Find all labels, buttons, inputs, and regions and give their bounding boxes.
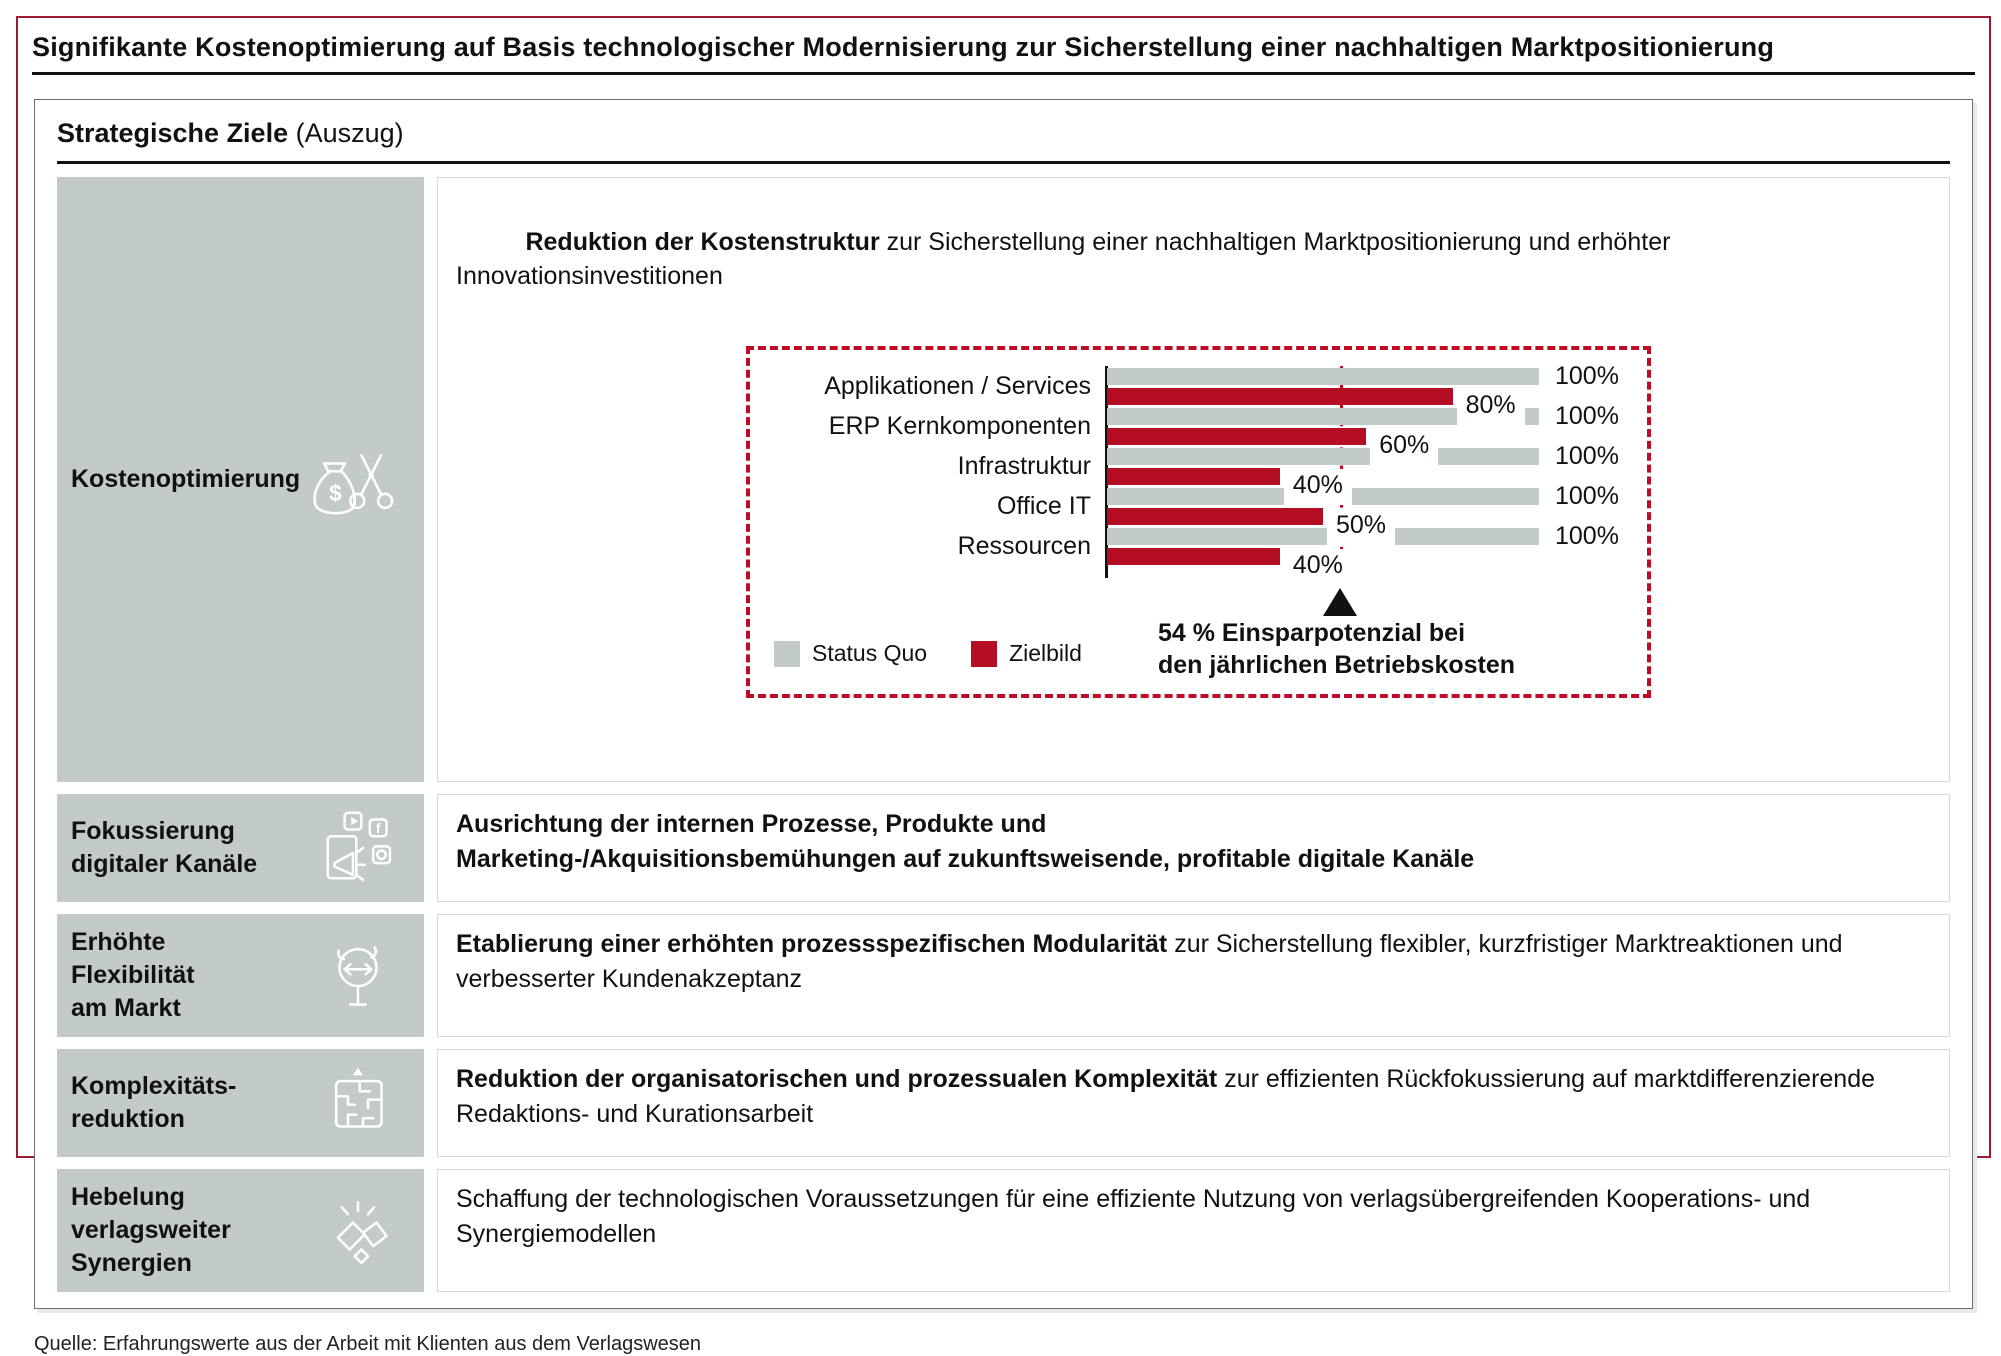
chart-category-row: Applikationen / Services 80% 100% — [776, 364, 1636, 426]
goal-text-bold: Reduktion der Kostenstruktur — [525, 227, 880, 256]
panel-heading-suffix: (Auszug) — [288, 118, 404, 148]
goal-label: Erhöhte Flexibilität am Markt — [71, 928, 195, 1022]
chart-category-label: Office IT — [996, 491, 1091, 520]
cost-savings-chart: Applikationen / Services 80% 100% ERP Kernk… — [746, 346, 1651, 698]
market-flexibility-icon — [316, 934, 400, 1018]
goal-label: Hebelung verlagsweiter Synergien — [71, 1183, 231, 1277]
status-quo-legend-swatch — [774, 641, 800, 668]
chart-category-label: Infrastruktur — [957, 451, 1091, 480]
synergy-fistbump-icon — [316, 1189, 400, 1273]
digital-channels-icon: f — [316, 806, 400, 890]
goal-label-cell: Fokussierung digitaler Kanäle f — [57, 794, 424, 902]
goal-description: Ausrichtung der internen Prozesse, Produ… — [437, 794, 1950, 902]
chart-plot-area: Applikationen / Services 80% 100% ERP Kernk… — [776, 364, 1636, 586]
goal-description: Reduktion der organisatorischen und proz… — [437, 1049, 1950, 1157]
money-bag-scissors-icon: $ — [304, 436, 400, 524]
goal-text-bold: Ausrichtung der internen Prozesse, Produ… — [456, 810, 1475, 873]
status-quo-bar — [1107, 368, 1539, 385]
slide-title: Signifikante Kostenoptimierung auf Basis… — [32, 32, 1975, 75]
strategic-goals-panel: Strategische Ziele (Auszug) Kostenoptimi… — [34, 99, 1973, 1309]
legend-item: Zielbild — [971, 638, 1082, 670]
legend-label: Zielbild — [1009, 640, 1082, 667]
status-quo-value-label: 100% — [1555, 522, 1619, 550]
zielbild-value-label: 50% — [1327, 509, 1396, 546]
goal-row-kostenoptimierung: Kostenoptimierung $ Reduktion der K — [57, 177, 1950, 782]
chart-category-label: ERP Kernkomponenten — [828, 411, 1091, 440]
goal-label-cell: Kostenoptimierung $ — [57, 177, 424, 782]
svg-text:$: $ — [329, 479, 342, 505]
goal-text-normal: zur effizienten Rückfokussierung auf mar… — [456, 1065, 1882, 1128]
status-quo-bar — [1107, 528, 1539, 545]
goal-description: Etablierung einer erhöhten prozessspezif… — [437, 914, 1950, 1037]
status-quo-value-label: 100% — [1555, 402, 1619, 430]
goal-label: Fokussierung digitaler Kanäle — [71, 817, 258, 878]
chart-bar-stack: 40% — [1107, 446, 1539, 506]
chart-axis — [1105, 366, 1108, 578]
goal-rows: Kostenoptimierung $ Reduktion der K — [57, 177, 1950, 1292]
zielbild-value-label: 40% — [1283, 549, 1352, 586]
status-quo-bar — [1107, 448, 1539, 465]
source-note: Quelle: Erfahrungswerte aus der Arbeit m… — [34, 1333, 702, 1355]
chart-category-label: Applikationen / Services — [824, 371, 1091, 400]
svg-text:f: f — [376, 821, 381, 837]
annotation-triangle-icon — [1323, 588, 1358, 616]
panel-heading-bold: Strategische Ziele — [57, 118, 289, 148]
chart-plot: Applikationen / Services 80% 100% ERP Kernk… — [776, 364, 1636, 586]
chart-category-row: ERP Kernkomponenten 60% 100% — [776, 404, 1636, 466]
zielbild-bar: 60% — [1107, 428, 1439, 466]
goal-label: Komplexitäts- reduktion — [71, 1072, 237, 1133]
chart-bar-stack: 80% — [1107, 366, 1539, 426]
chart-annotation: 54 % Einsparpotenzial bei den jährlichen… — [1158, 619, 1516, 679]
chart-bar-stack: 60% — [1107, 406, 1539, 466]
goal-label: Kostenoptimierung — [71, 465, 301, 493]
status-quo-value-label: 100% — [1555, 442, 1619, 470]
goal-text-normal: zur Sicherstellung einer nachhaltigen Ma… — [456, 227, 1678, 291]
chart-category-label: Ressourcen — [957, 531, 1091, 560]
slide-frame: Signifikante Kostenoptimierung auf Basis… — [16, 16, 1991, 1355]
goal-row-digitale-kanaele: Fokussierung digitaler Kanäle f — [57, 794, 1950, 902]
zielbild-bar: 50% — [1107, 508, 1396, 546]
chart-legend: Status Quo Zielbild — [774, 638, 1110, 670]
chart-category-row: Infrastruktur 40% 100% — [776, 444, 1636, 506]
panel-heading: Strategische Ziele (Auszug) — [57, 118, 1950, 164]
chart-category-row: Ressourcen 40% 100% — [776, 524, 1636, 586]
zielbild-value-label: 80% — [1456, 389, 1525, 426]
status-quo-bar — [1107, 408, 1539, 425]
goal-description: Schaffung der technologischen Voraussetz… — [437, 1169, 1950, 1292]
zielbild-value-label: 60% — [1370, 429, 1439, 466]
zielbild-bar: 40% — [1107, 548, 1352, 586]
chart-category-row: Office IT 50% 100% — [776, 484, 1636, 546]
goal-text-normal: zur Sicherstellung flexibler, kurzfristi… — [456, 930, 1850, 993]
zielbild-bar: 40% — [1107, 468, 1352, 506]
goal-row-synergien: Hebelung verlagsweiter Synergien Schaffu… — [57, 1169, 1950, 1292]
goal-text-bold: Etablierung einer erhöhten prozessspezif… — [456, 930, 1168, 958]
goal-row-flexibilitaet: Erhöhte Flexibilität am Markt Etablierun… — [57, 914, 1950, 1037]
zielbild-legend-swatch — [971, 641, 998, 668]
status-quo-value-label: 100% — [1555, 482, 1619, 510]
legend-item: Status Quo — [774, 638, 927, 670]
legend-label: Status Quo — [812, 640, 928, 667]
goal-label-cell: Komplexitäts- reduktion — [57, 1049, 424, 1157]
goal-label-cell: Hebelung verlagsweiter Synergien — [57, 1169, 424, 1292]
goal-text-normal: Schaffung der technologischen Voraussetz… — [456, 1185, 1818, 1248]
status-quo-value-label: 100% — [1555, 362, 1619, 390]
goal-description: Reduktion der Kostenstruktur zur Sichers… — [437, 177, 1950, 782]
chart-bar-stack: 40% — [1107, 526, 1539, 586]
goal-row-komplexitaet: Komplexitäts- reduktion Reduktion der or… — [57, 1049, 1950, 1157]
zielbild-bar: 80% — [1107, 388, 1525, 426]
zielbild-value-label: 40% — [1283, 469, 1352, 506]
goal-text-bold: Reduktion der organisatorischen und proz… — [456, 1065, 1218, 1093]
goal-label-cell: Erhöhte Flexibilität am Markt — [57, 914, 424, 1037]
maze-icon — [316, 1061, 400, 1145]
